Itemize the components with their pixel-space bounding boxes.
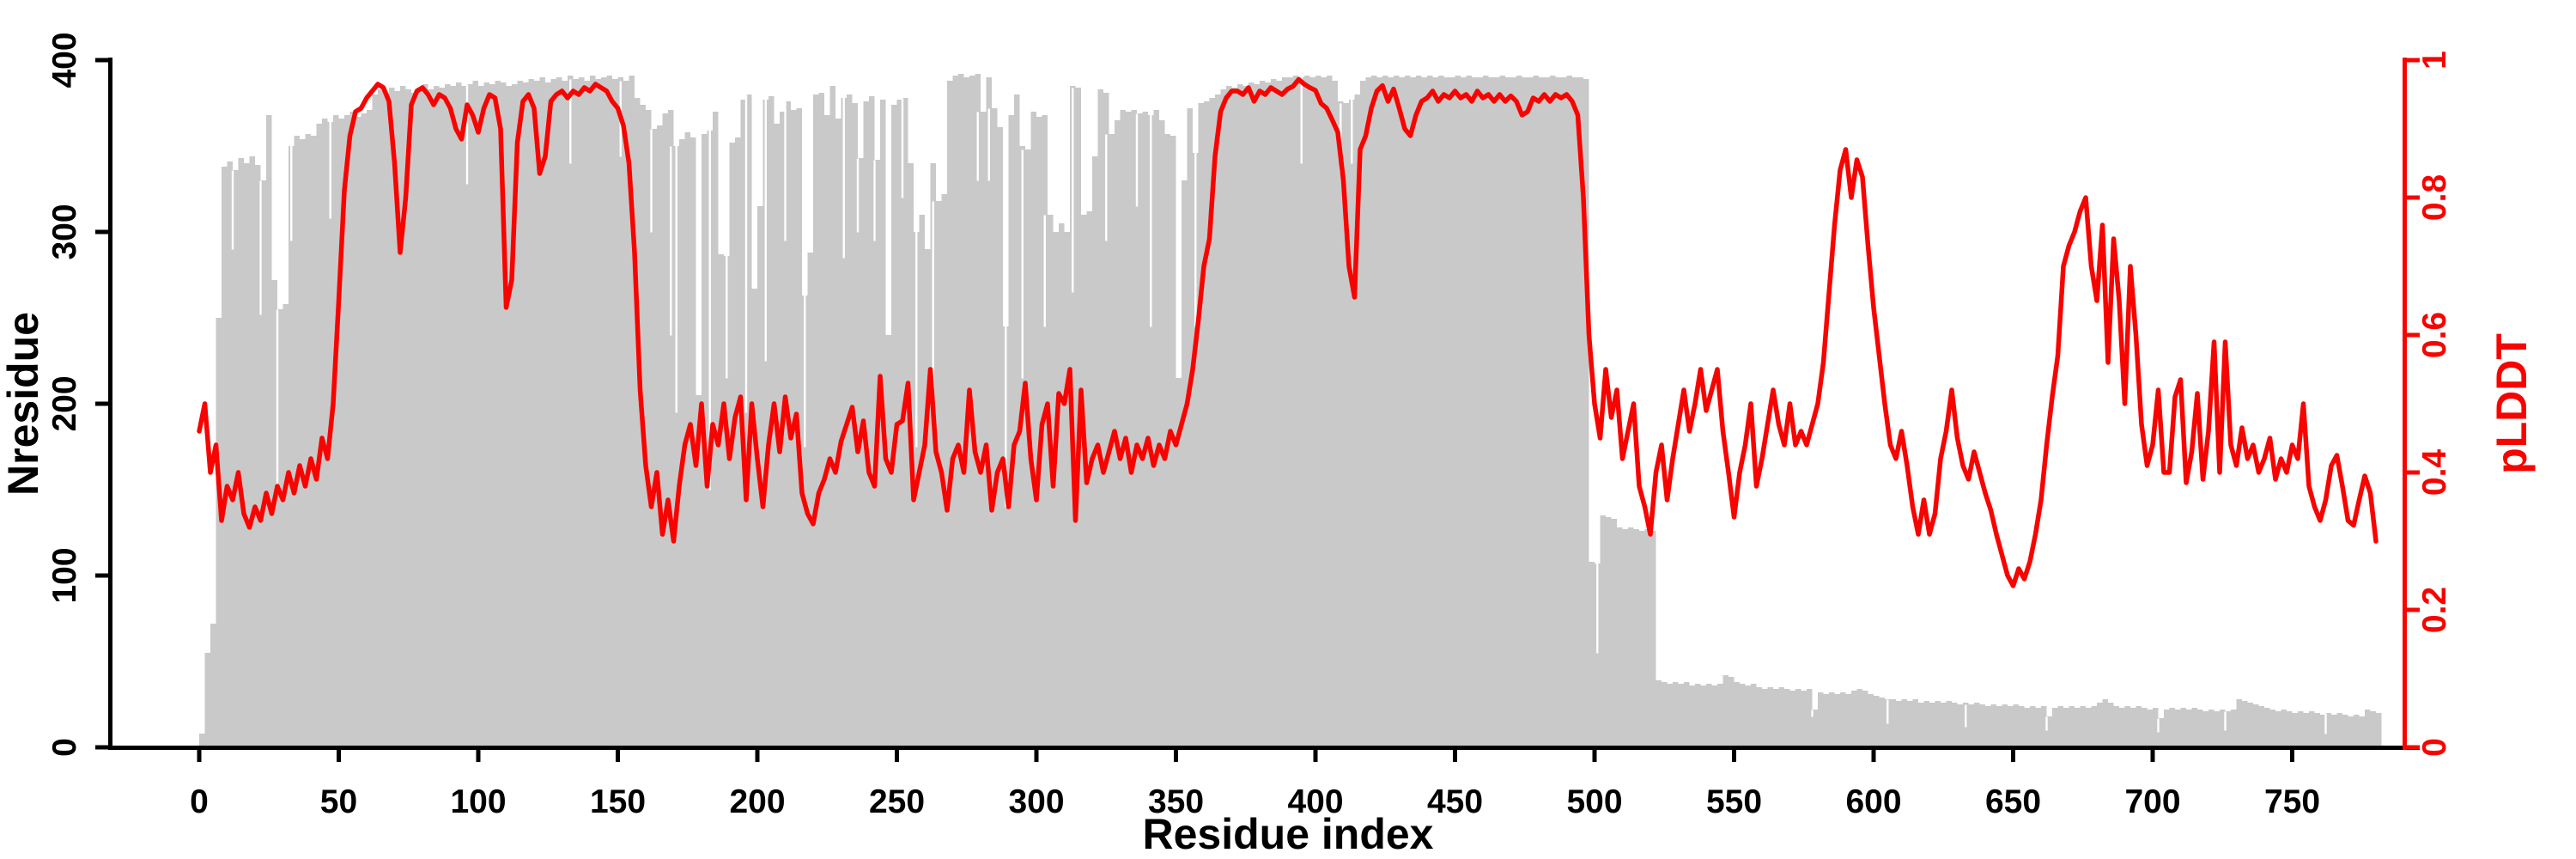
svg-text:0.8: 0.8 xyxy=(2416,174,2453,221)
left-axis: 0 100 200 300 400 xyxy=(46,32,112,757)
svg-text:0: 0 xyxy=(46,738,83,757)
svg-text:0.2: 0.2 xyxy=(2416,587,2453,633)
svg-text:400: 400 xyxy=(46,32,83,88)
x-axis-title: Residue index xyxy=(1143,810,1434,858)
svg-text:100: 100 xyxy=(450,783,506,820)
bar-gap-slits xyxy=(231,76,2327,734)
svg-text:0.4: 0.4 xyxy=(2416,449,2453,497)
svg-text:150: 150 xyxy=(590,783,646,820)
svg-text:0: 0 xyxy=(2416,738,2453,757)
svg-text:250: 250 xyxy=(869,783,925,820)
plddt-line xyxy=(197,76,2379,588)
svg-text:350: 350 xyxy=(1148,783,1204,820)
svg-text:600: 600 xyxy=(1845,783,1901,820)
svg-text:200: 200 xyxy=(46,375,83,431)
svg-text:100: 100 xyxy=(46,547,83,603)
svg-text:550: 550 xyxy=(1706,783,1762,820)
nresidue-silhouette xyxy=(199,74,2382,746)
svg-text:450: 450 xyxy=(1427,783,1483,820)
right-axis: 0 0.2 0.4 0.6 0.8 1 xyxy=(2403,51,2453,757)
svg-text:300: 300 xyxy=(1008,783,1064,820)
svg-text:750: 750 xyxy=(2264,783,2320,820)
left-axis-title: Nresidue xyxy=(0,312,47,496)
svg-text:700: 700 xyxy=(2124,783,2180,820)
x-axis: 0 50 100 150 200 250 300 350 400 450 500 550 600 650 7… xyxy=(108,746,2420,820)
svg-text:500: 500 xyxy=(1566,783,1622,820)
svg-text:50: 50 xyxy=(320,783,357,820)
svg-text:650: 650 xyxy=(1985,783,2041,820)
svg-text:300: 300 xyxy=(46,204,83,259)
svg-text:0.6: 0.6 xyxy=(2416,312,2453,358)
svg-text:1: 1 xyxy=(2416,51,2453,70)
svg-text:0: 0 xyxy=(190,783,209,820)
right-axis-title: pLDDT xyxy=(2488,333,2536,474)
svg-text:400: 400 xyxy=(1287,783,1343,820)
svg-text:200: 200 xyxy=(729,783,785,820)
